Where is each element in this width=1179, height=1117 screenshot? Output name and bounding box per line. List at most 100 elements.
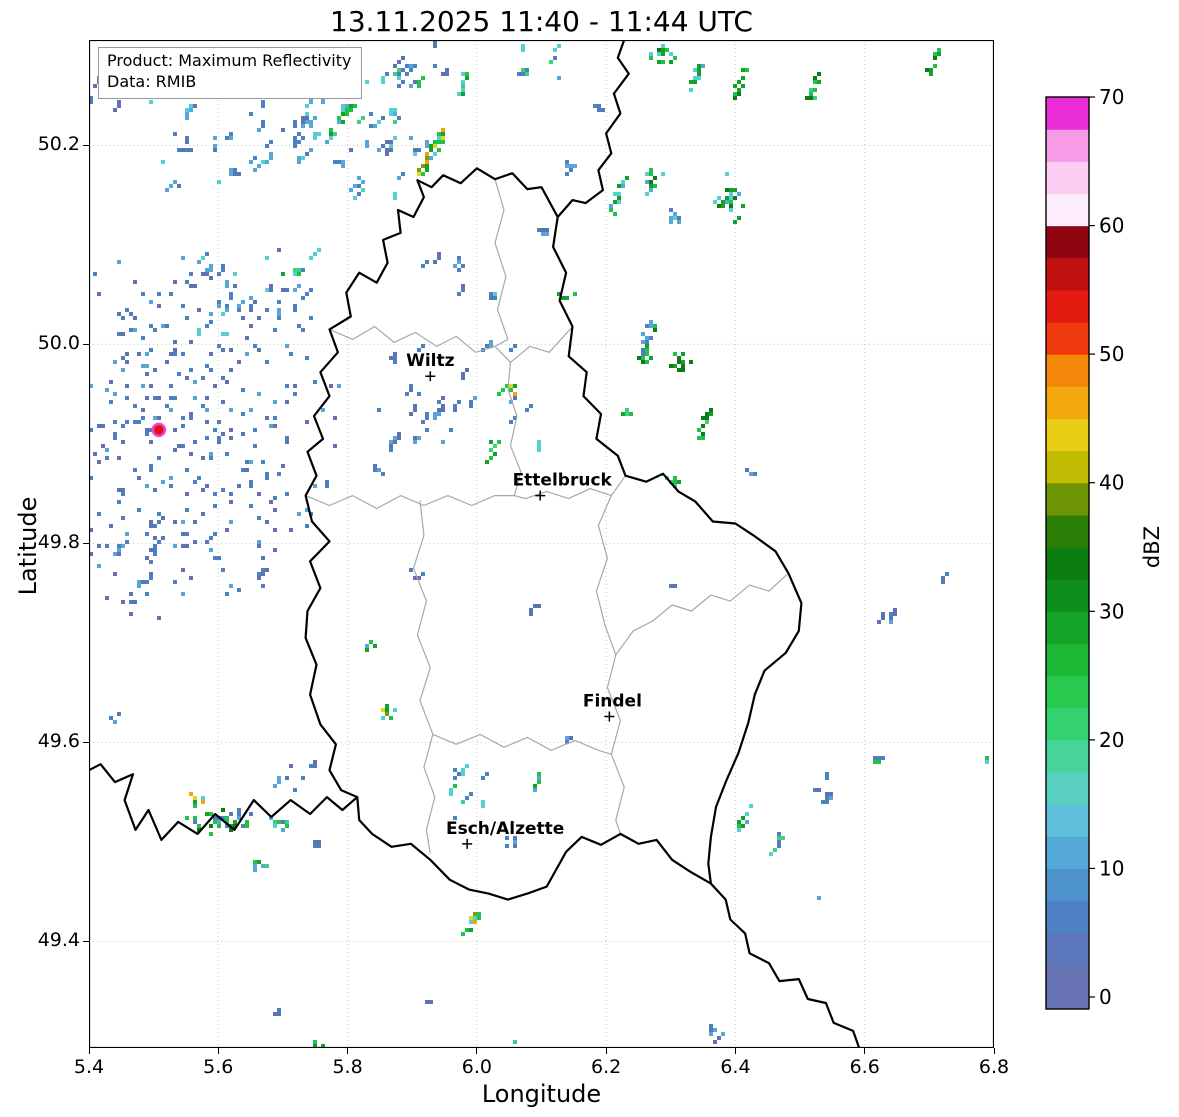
echo-pixel <box>217 304 221 308</box>
echo-pixel <box>313 760 317 764</box>
echo-pixel <box>621 184 625 188</box>
echo-pixel <box>661 48 665 52</box>
echo-pixel <box>741 824 745 828</box>
echo-pixel <box>517 72 521 76</box>
echo-pixel <box>209 320 213 324</box>
echo-pixel <box>293 788 297 792</box>
echo-pixel <box>225 380 229 384</box>
echo-pixel <box>381 116 385 120</box>
echo-pixel <box>645 360 649 364</box>
echo-pixel <box>221 400 225 404</box>
echo-pixel <box>253 860 257 864</box>
echo-pixel <box>217 272 221 276</box>
echo-pixel <box>197 332 201 336</box>
echo-pixel <box>129 612 133 616</box>
colorbar-tick-label: 10 <box>1099 856 1124 880</box>
echo-pixel <box>461 800 465 804</box>
echo-pixel <box>145 484 149 488</box>
echo-pixel <box>297 512 301 516</box>
echo-pixel <box>185 376 189 380</box>
echo-pixel <box>469 400 473 404</box>
echo-pixel <box>329 136 333 140</box>
echo-pixel <box>521 68 525 72</box>
echo-pixel <box>229 436 233 440</box>
echo-pixel <box>269 500 273 504</box>
echo-pixel <box>157 520 161 524</box>
echo-pixel <box>537 448 541 452</box>
colorbar-segment <box>1046 868 1089 902</box>
echo-pixel <box>545 232 549 236</box>
echo-pixel <box>261 124 265 128</box>
colorbar-segment <box>1046 964 1089 998</box>
echo-pixel <box>629 412 633 416</box>
echo-pixel <box>441 132 445 136</box>
echo-pixel <box>417 348 421 352</box>
echo-pixel <box>737 92 741 96</box>
echo-pixel <box>441 72 445 76</box>
echo-pixel <box>105 388 109 392</box>
x-tick-label: 6.6 <box>849 1056 880 1078</box>
echo-pixel <box>345 112 349 116</box>
x-tick-mark <box>88 1048 90 1054</box>
echo-pixel <box>273 548 277 552</box>
echo-pixel <box>421 344 425 348</box>
echo-pixel <box>205 364 209 368</box>
echo-pixel <box>229 428 233 432</box>
echo-pixel <box>413 148 417 152</box>
echo-pixel <box>349 188 353 192</box>
echo-pixel <box>245 820 249 824</box>
echo-pixel <box>185 816 189 820</box>
echo-pixel <box>421 172 425 176</box>
echo-pixel <box>277 300 281 304</box>
echo-pixel <box>573 292 577 296</box>
echo-pixel <box>265 520 269 524</box>
colorbar-segment <box>1046 482 1089 516</box>
echo-pixel <box>721 1032 725 1036</box>
echo-pixel <box>153 396 157 400</box>
luxembourg-border <box>304 167 803 901</box>
echo-pixel <box>241 824 245 828</box>
echo-pixel <box>149 572 153 576</box>
echo-pixel <box>717 204 721 208</box>
x-tick-label: 5.8 <box>332 1056 363 1078</box>
echo-pixel <box>193 800 197 804</box>
echo-pixel <box>737 88 741 92</box>
echo-pixel <box>229 348 233 352</box>
echo-pixel <box>185 280 189 284</box>
echo-pixel <box>221 268 225 272</box>
echo-pixel <box>209 312 213 316</box>
echo-pixel <box>145 352 149 356</box>
echo-pixel <box>337 160 341 164</box>
echo-pixel <box>425 164 429 168</box>
echo-pixel <box>353 184 357 188</box>
echo-pixel <box>121 600 125 604</box>
echo-pixel <box>653 184 657 188</box>
echo-pixel <box>473 920 477 924</box>
echo-pixel <box>777 844 781 848</box>
echo-pixel <box>121 368 125 372</box>
x-tick-mark <box>864 1048 866 1054</box>
echo-pixel <box>425 144 429 148</box>
echo-pixel <box>229 368 233 372</box>
echo-pixel <box>193 520 197 524</box>
echo-pixel <box>649 52 653 56</box>
echo-pixel <box>389 140 393 144</box>
echo-pixel <box>145 364 149 368</box>
echo-pixel <box>369 640 373 644</box>
echo-pixel <box>549 60 553 64</box>
echo-pixel <box>597 108 601 112</box>
echo-pixel <box>261 460 265 464</box>
echo-pixel <box>201 256 205 260</box>
echo-pixel <box>741 816 745 820</box>
echo-pixel <box>229 520 233 524</box>
echo-pixel <box>357 176 361 180</box>
echo-pixel <box>237 308 241 312</box>
echo-pixel <box>201 404 205 408</box>
echo-pixel <box>429 156 433 160</box>
echo-pixel <box>205 268 209 272</box>
echo-pixel <box>217 436 221 440</box>
echo-pixel <box>145 428 149 432</box>
echo-pixel <box>681 368 685 372</box>
echo-pixel <box>873 756 877 760</box>
echo-pixel <box>513 844 517 848</box>
